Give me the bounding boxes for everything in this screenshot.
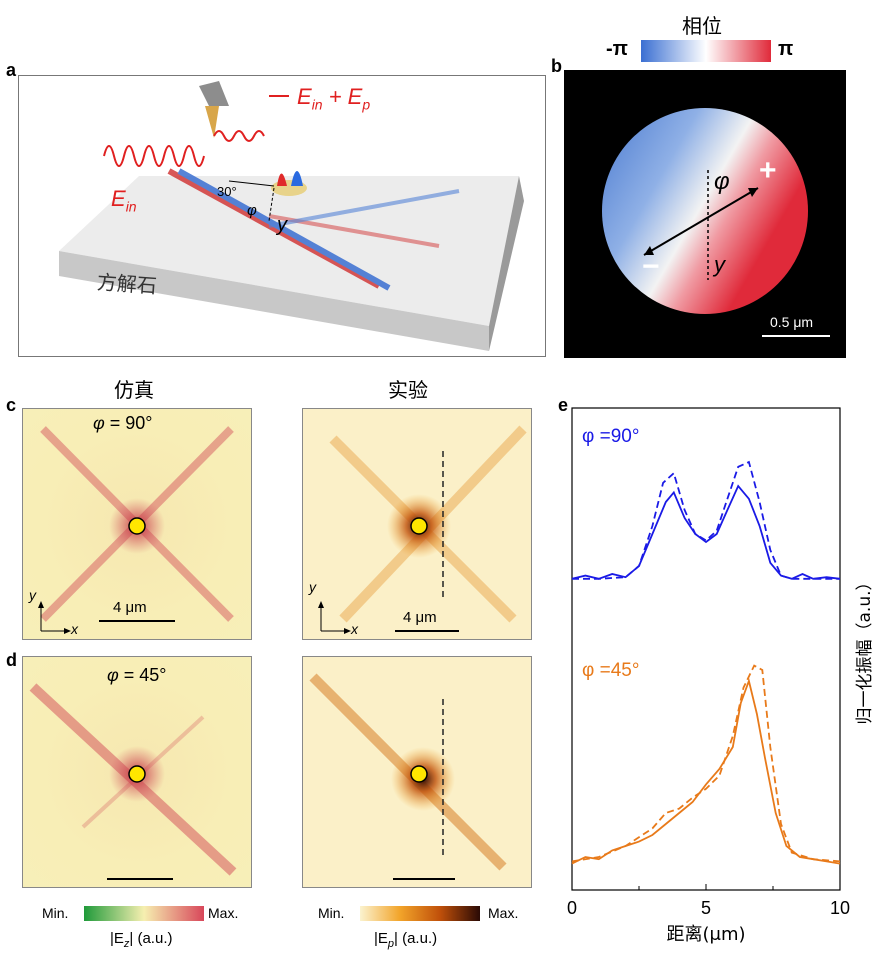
sim-map-c: φ = 90° 4 μm y x: [22, 408, 252, 640]
series-line: [572, 460, 840, 580]
series-label-45: φ =45°: [582, 660, 639, 681]
sim-cbar-label: |Ez| (a.u.): [110, 930, 173, 950]
col-title-exp: 实验: [388, 378, 428, 402]
ein-label: Ein: [111, 186, 137, 215]
eout-label: Ein + Ep: [297, 84, 371, 113]
axis-x-c-exp: x: [351, 621, 358, 637]
exp-cbar-min: Min.: [318, 905, 345, 921]
phase-overlay: [643, 170, 830, 337]
phi-label-a: φ: [247, 202, 257, 219]
col-title-sim: 仿真: [114, 378, 154, 402]
exp-colorbar: [360, 906, 480, 921]
x-tick-label: 10: [830, 898, 850, 918]
x-tick-label: 5: [701, 898, 711, 918]
x-tick-label: 0: [567, 898, 577, 918]
series-line: [571, 484, 841, 580]
series-label-90: φ =90°: [582, 426, 639, 447]
panel-b-letter: b: [551, 56, 562, 76]
panel-c-letter: c: [6, 395, 17, 415]
panel-a-frame: Ein + Ep Ein 30° φ y 方解石: [18, 75, 546, 357]
series-line: [571, 677, 841, 865]
phi-value-c-sim: φ = 90°: [93, 413, 153, 433]
sim-map-d: φ = 45°: [22, 656, 252, 888]
phase-title: 相位: [682, 14, 722, 38]
axis-y-c-exp: y: [309, 579, 316, 595]
exp-cbar-max: Max.: [488, 905, 519, 921]
phase-max: π: [778, 38, 794, 60]
plot-frame: [571, 407, 841, 891]
panel-d-letter: d: [6, 650, 17, 670]
phi-value-d-sim: φ = 45°: [107, 665, 167, 685]
axis-y-c-sim: y: [29, 587, 36, 603]
minus-sign-b: −: [642, 250, 660, 283]
panel-a-letter: a: [6, 60, 17, 80]
phase-min: -π: [606, 38, 628, 60]
scale-label-c-sim: 4 μm: [113, 599, 147, 616]
calcite-schematic: [59, 81, 524, 351]
phase-map: φ y + − 0.5 μm: [564, 70, 846, 358]
phi-label-b: φ: [714, 168, 730, 195]
x-axis-label: 距离(μm): [666, 924, 745, 945]
scale-label-c-exp: 4 μm: [403, 609, 437, 626]
y-axis-label: 归一化振幅（a.u.）: [855, 574, 875, 725]
crystal-label: 方解石: [96, 269, 158, 299]
sim-cbar-max: Max.: [208, 905, 239, 921]
angle-label: 30°: [217, 184, 237, 199]
sim-cbar-min: Min.: [42, 905, 69, 921]
phase-colorbar: [641, 40, 771, 62]
panel-e-letter: e: [558, 395, 569, 415]
exp-map-d: [302, 656, 532, 888]
y-label-a: y: [277, 214, 287, 236]
profile-chart: 0 5 10 φ =90° φ =45° 距离(μm) 归一化振幅（a.u.）: [567, 407, 875, 945]
exp-map-c: 4 μm y x: [302, 408, 532, 640]
phase-disk: [602, 108, 808, 314]
axis-x-c-sim: x: [71, 621, 78, 637]
exp-cbar-label: |Ep| (a.u.): [374, 930, 438, 950]
y-label-b: y: [714, 252, 725, 277]
sim-colorbar: [84, 906, 204, 921]
series-line: [571, 664, 841, 863]
scale-label-b: 0.5 μm: [770, 314, 814, 330]
plus-sign-b: +: [759, 154, 777, 187]
